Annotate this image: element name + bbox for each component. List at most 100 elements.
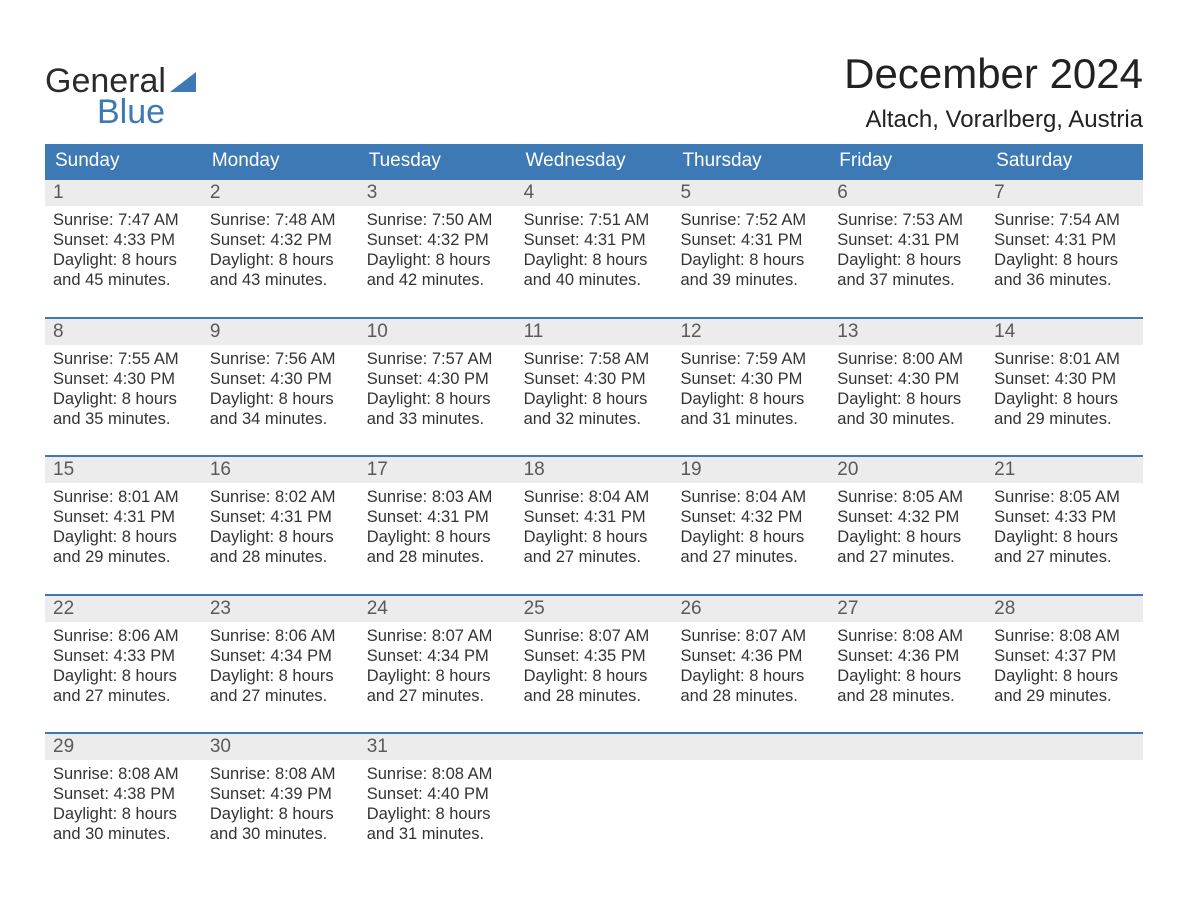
day-cell: 19Sunrise: 8:04 AMSunset: 4:32 PMDayligh… — [672, 457, 829, 594]
day-sunrise: Sunrise: 7:47 AM — [53, 210, 194, 230]
day-day1: Daylight: 8 hours — [210, 527, 351, 547]
day-number: 27 — [829, 596, 986, 622]
week-row: 8Sunrise: 7:55 AMSunset: 4:30 PMDaylight… — [45, 317, 1143, 456]
day-body: Sunrise: 8:08 AMSunset: 4:37 PMDaylight:… — [986, 622, 1143, 707]
day-day1: Daylight: 8 hours — [524, 666, 665, 686]
day-body: Sunrise: 7:54 AMSunset: 4:31 PMDaylight:… — [986, 206, 1143, 291]
day-number: 24 — [359, 596, 516, 622]
calendar: Sunday Monday Tuesday Wednesday Thursday… — [45, 144, 1143, 871]
day-sunrise: Sunrise: 8:00 AM — [837, 349, 978, 369]
day-sunset: Sunset: 4:39 PM — [210, 784, 351, 804]
day-sunrise: Sunrise: 8:08 AM — [837, 626, 978, 646]
day-sunset: Sunset: 4:36 PM — [837, 646, 978, 666]
day-cell: 23Sunrise: 8:06 AMSunset: 4:34 PMDayligh… — [202, 596, 359, 733]
day-body: Sunrise: 8:07 AMSunset: 4:34 PMDaylight:… — [359, 622, 516, 707]
day-cell: 17Sunrise: 8:03 AMSunset: 4:31 PMDayligh… — [359, 457, 516, 594]
day-body: Sunrise: 8:01 AMSunset: 4:30 PMDaylight:… — [986, 345, 1143, 430]
day-number: 19 — [672, 457, 829, 483]
day-cell: 25 Sunrise: 8:07 AMSunset: 4:35 PMDayligh… — [516, 596, 673, 733]
day-cell: 3Sunrise: 7:50 AMSunset: 4:32 PMDaylight… — [359, 180, 516, 317]
day-sunset: Sunset: 4:31 PM — [367, 507, 508, 527]
day-sunrise: Sunrise: 8:07 AM — [367, 626, 508, 646]
day-day2: and 36 minutes. — [994, 270, 1135, 290]
day-sunset: Sunset: 4:40 PM — [367, 784, 508, 804]
day-body: Sunrise: 7:48 AMSunset: 4:32 PMDaylight:… — [202, 206, 359, 291]
month-title: December 2024 — [844, 50, 1143, 98]
day-day1: Daylight: 8 hours — [210, 666, 351, 686]
day-sunset: Sunset: 4:32 PM — [367, 230, 508, 250]
day-body: Sunrise: 7:56 AMSunset: 4:30 PMDaylight:… — [202, 345, 359, 430]
day-body: Sunrise: 8:07 AMSunset: 4:36 PMDaylight:… — [672, 622, 829, 707]
day-body: Sunrise: 7:58 AMSunset: 4:30 PMDaylight:… — [516, 345, 673, 430]
day-cell: 9Sunrise: 7:56 AMSunset: 4:30 PMDaylight… — [202, 319, 359, 456]
day-sunset: Sunset: 4:30 PM — [53, 369, 194, 389]
day-body: Sunrise: 7:51 AMSunset: 4:31 PMDaylight:… — [516, 206, 673, 291]
day-cell: 15Sunrise: 8:01 AMSunset: 4:31 PMDayligh… — [45, 457, 202, 594]
day-sunrise: Sunrise: 7:54 AM — [994, 210, 1135, 230]
day-sunset: Sunset: 4:34 PM — [367, 646, 508, 666]
day-sunset: Sunset: 4:33 PM — [53, 230, 194, 250]
day-cell: 5Sunrise: 7:52 AMSunset: 4:31 PMDaylight… — [672, 180, 829, 317]
day-number: 26 — [672, 596, 829, 622]
day-day2: and 29 minutes. — [994, 409, 1135, 429]
day-day1: Daylight: 8 hours — [837, 250, 978, 270]
day-number: 10 — [359, 319, 516, 345]
day-number: 17 — [359, 457, 516, 483]
day-day1: Daylight: 8 hours — [837, 666, 978, 686]
day-body: Sunrise: 7:53 AMSunset: 4:31 PMDaylight:… — [829, 206, 986, 291]
day-sunset: Sunset: 4:31 PM — [210, 507, 351, 527]
day-cell — [672, 734, 829, 871]
day-cell — [986, 734, 1143, 871]
day-cell: 18Sunrise: 8:04 AMSunset: 4:31 PMDayligh… — [516, 457, 673, 594]
day-number: 1 — [45, 180, 202, 206]
day-number: 9 — [202, 319, 359, 345]
day-sunset: Sunset: 4:32 PM — [210, 230, 351, 250]
day-number: 13 — [829, 319, 986, 345]
day-body: Sunrise: 7:55 AMSunset: 4:30 PMDaylight:… — [45, 345, 202, 430]
day-day2: and 27 minutes. — [53, 686, 194, 706]
day-cell: 2Sunrise: 7:48 AMSunset: 4:32 PMDaylight… — [202, 180, 359, 317]
day-number — [516, 734, 673, 760]
day-day1: Daylight: 8 hours — [994, 389, 1135, 409]
day-sunset: Sunset: 4:35 PM — [524, 646, 665, 666]
day-number: 11 — [516, 319, 673, 345]
day-body: Sunrise: 7:59 AMSunset: 4:30 PMDaylight:… — [672, 345, 829, 430]
day-sunrise: Sunrise: 7:52 AM — [680, 210, 821, 230]
day-number: 31 — [359, 734, 516, 760]
day-number: 14 — [986, 319, 1143, 345]
day-sunset: Sunset: 4:30 PM — [367, 369, 508, 389]
day-body: Sunrise: 8:05 AMSunset: 4:32 PMDaylight:… — [829, 483, 986, 568]
day-sunset: Sunset: 4:31 PM — [524, 230, 665, 250]
day-day1: Daylight: 8 hours — [53, 804, 194, 824]
day-cell: 13Sunrise: 8:00 AMSunset: 4:30 PMDayligh… — [829, 319, 986, 456]
weekday-header: Monday — [202, 144, 359, 178]
day-sunset: Sunset: 4:36 PM — [680, 646, 821, 666]
weekday-header: Thursday — [672, 144, 829, 178]
day-number — [829, 734, 986, 760]
day-day1: Daylight: 8 hours — [53, 666, 194, 686]
day-body: Sunrise: 8:04 AMSunset: 4:31 PMDaylight:… — [516, 483, 673, 568]
day-cell: 11Sunrise: 7:58 AMSunset: 4:30 PMDayligh… — [516, 319, 673, 456]
page: General Blue December 2024 Altach, Vorar… — [0, 0, 1188, 911]
day-day1: Daylight: 8 hours — [680, 666, 821, 686]
day-day1: Daylight: 8 hours — [680, 389, 821, 409]
day-body: Sunrise: 8:06 AMSunset: 4:33 PMDaylight:… — [45, 622, 202, 707]
day-day2: and 43 minutes. — [210, 270, 351, 290]
day-cell: 22Sunrise: 8:06 AMSunset: 4:33 PMDayligh… — [45, 596, 202, 733]
day-sunrise: Sunrise: 8:06 AM — [53, 626, 194, 646]
day-sunrise: Sunrise: 8:05 AM — [994, 487, 1135, 507]
weeks-container: 1Sunrise: 7:47 AMSunset: 4:33 PMDaylight… — [45, 178, 1143, 871]
week-row: 15Sunrise: 8:01 AMSunset: 4:31 PMDayligh… — [45, 455, 1143, 594]
day-day1: Daylight: 8 hours — [367, 666, 508, 686]
day-number: 3 — [359, 180, 516, 206]
day-day2: and 27 minutes. — [680, 547, 821, 567]
day-sunrise: Sunrise: 8:04 AM — [680, 487, 821, 507]
day-sunset: Sunset: 4:33 PM — [994, 507, 1135, 527]
day-day1: Daylight: 8 hours — [837, 389, 978, 409]
day-sunrise: Sunrise: 8:07 AM — [524, 626, 665, 646]
day-day2: and 39 minutes. — [680, 270, 821, 290]
day-number: 30 — [202, 734, 359, 760]
day-cell: 31Sunrise: 8:08 AMSunset: 4:40 PMDayligh… — [359, 734, 516, 871]
day-number: 25 — [516, 596, 673, 622]
day-day2: and 27 minutes. — [837, 547, 978, 567]
